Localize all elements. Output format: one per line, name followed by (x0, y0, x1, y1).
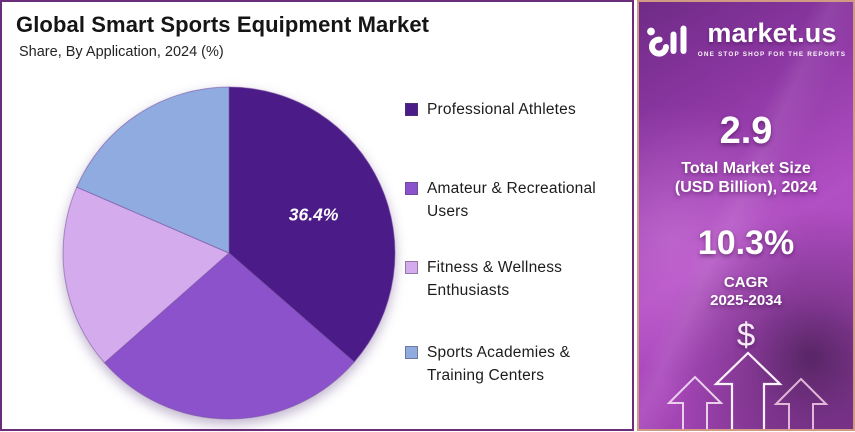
page-subtitle: Share, By Application, 2024 (%) (19, 44, 224, 60)
growth-arrows-icon (666, 351, 829, 429)
legend-label: Amateur & Recreational Users (427, 180, 596, 220)
legend-swatch (405, 261, 418, 275)
chart-card: Global Smart Sports Equipment Market Sha… (0, 0, 634, 431)
dollar-icon: $ (736, 316, 756, 353)
legend-swatch (405, 346, 418, 360)
legend: Professional Athletes Amateur & Recreati… (405, 99, 633, 387)
brand-name: market.us (707, 18, 837, 48)
legend-item: Amateur & Recreational Users (405, 178, 633, 223)
market-size-label: Total Market Size (USD Billion), 2024 (639, 160, 853, 198)
legend-swatch (405, 182, 418, 196)
brand-panel: market.us ONE STOP SHOP FOR THE REPORTS … (637, 0, 855, 431)
pie-chart: 36.4% (57, 83, 401, 427)
cagr-value: 10.3% (697, 224, 795, 262)
cagr-label-line2: 2025-2034 (710, 292, 782, 309)
market-us-logo-icon (646, 25, 687, 57)
legend-item: Professional Athletes (405, 99, 633, 121)
legend-item: Fitness & Wellness Enthusiasts (405, 257, 633, 302)
brand-text-block: market.us ONE STOP SHOP FOR THE REPORTS (697, 18, 847, 59)
legend-label: Fitness & Wellness Enthusiasts (427, 259, 563, 299)
pie-slice-label: 36.4% (289, 205, 339, 225)
legend-swatch (405, 103, 418, 116)
pie-chart-svg: 36.4% (62, 86, 396, 420)
market-size-label-line2: (USD Billion), 2024 (674, 178, 818, 196)
chart-header: Global Smart Sports Equipment Market Sha… (16, 12, 429, 60)
market-size-label-line1: Total Market Size (681, 160, 811, 177)
legend-label: Sports Academies & Training Centers (427, 344, 571, 384)
cagr-label: CAGR 2025-2034 (639, 274, 853, 310)
cagr-label-line1: CAGR (723, 274, 769, 291)
page-title: Global Smart Sports Equipment Market (16, 12, 430, 37)
brand-logo: market.us ONE STOP SHOP FOR THE REPORTS (639, 20, 853, 60)
pie-slice (103, 252, 355, 420)
legend-label: Professional Athletes (427, 101, 576, 118)
legend-item: Sports Academies & Training Centers (405, 342, 633, 387)
pie-slice (76, 86, 230, 254)
market-size-value: 2.9 (719, 110, 773, 152)
pie-slice (62, 186, 230, 364)
brand-tagline: ONE STOP SHOP FOR THE REPORTS (697, 51, 847, 58)
pie-slice (228, 86, 396, 363)
